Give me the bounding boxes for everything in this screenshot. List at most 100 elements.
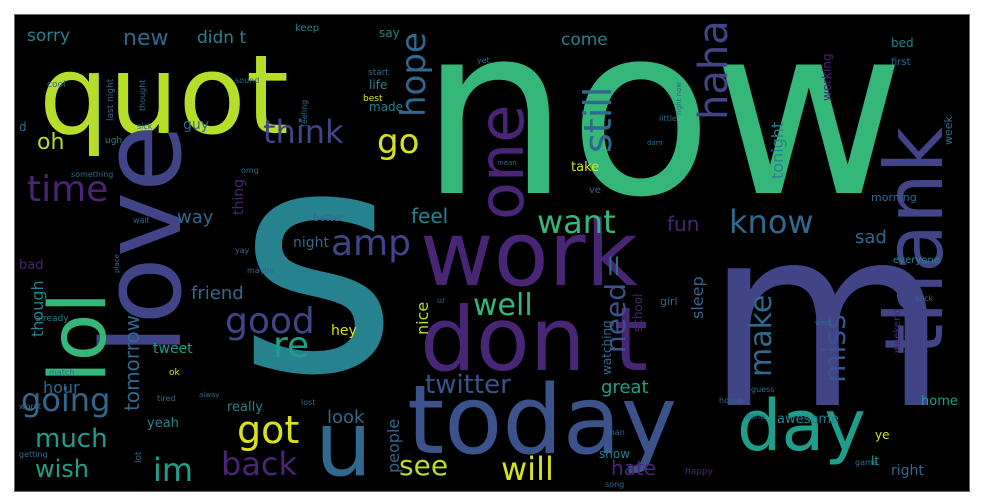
cloud-word-way: way	[177, 207, 214, 228]
cloud-word-tweet: tweet	[153, 341, 193, 357]
cloud-word-take: take	[571, 160, 599, 175]
cloud-word-tonight: tonight	[768, 122, 787, 179]
cloud-word-thought: thought	[138, 80, 147, 111]
cloud-word-haha: haha	[691, 20, 737, 120]
cloud-word-feeling: feeling	[300, 100, 309, 127]
cloud-word-match: match	[49, 368, 74, 377]
cloud-word-think: think	[263, 113, 344, 151]
cloud-word-sad: sad	[855, 227, 887, 248]
cloud-word-song: song	[605, 480, 624, 489]
cloud-word-tomorrow: tomorrow	[120, 315, 144, 411]
cloud-word-look: look	[327, 407, 365, 428]
cloud-word-oh: oh	[37, 130, 64, 155]
cloud-word-done: done	[745, 412, 765, 421]
cloud-word-good: good	[225, 301, 315, 342]
cloud-word-soon: soon	[15, 15, 32, 17]
cloud-word-maybe: maybe	[247, 266, 275, 275]
cloud-word-house: house	[719, 396, 743, 405]
cloud-word-thing: thing	[231, 179, 247, 215]
cloud-word-best: best	[363, 94, 383, 104]
cloud-word-hate: hate	[611, 456, 656, 480]
cloud-word-yeah: yeah	[147, 416, 179, 431]
cloud-word-don-t: don t	[420, 288, 648, 391]
cloud-word-morning: morning	[871, 191, 917, 204]
cloud-word-friend: friend	[191, 283, 244, 304]
cloud-word-really: really	[227, 400, 263, 415]
cloud-word-make: make	[744, 295, 779, 377]
cloud-word-lt: lt	[871, 454, 879, 468]
cloud-word-game: game	[855, 458, 878, 467]
word-cloud-frame: now s m quot love work don t today thank one lol u d…	[14, 14, 970, 492]
cloud-word-im: im	[153, 451, 193, 489]
cloud-word-week: week	[942, 115, 955, 145]
cloud-word-much: much	[35, 424, 108, 454]
cloud-word-ur: ur	[437, 296, 446, 305]
cloud-word-tired: tired	[157, 394, 175, 403]
cloud-word-u: u	[315, 392, 372, 492]
cloud-word-alway: alway	[199, 391, 219, 399]
cloud-word-ugh: ugh	[105, 136, 122, 146]
cloud-word-already: already	[35, 314, 69, 324]
cloud-word-went: went	[815, 319, 832, 327]
cloud-word-didn-t: didn t	[197, 28, 246, 48]
cloud-word-better: better	[313, 213, 344, 224]
cloud-word-home: home	[921, 394, 958, 409]
cloud-word-people: people	[384, 419, 403, 473]
cloud-word-happy: happy	[685, 467, 714, 477]
cloud-word-see: see	[399, 449, 448, 482]
cloud-word-night: night	[293, 235, 330, 251]
cloud-word-fun: fun	[667, 212, 699, 236]
cloud-word-now: now	[420, 15, 905, 249]
cloud-word-show: show	[599, 447, 630, 461]
cloud-word-feel: feel	[411, 204, 448, 228]
cloud-word-d: d	[19, 120, 27, 134]
cloud-word-weekend: weekend	[892, 308, 903, 353]
cloud-word-work: work	[420, 202, 638, 307]
cloud-word-go: go	[377, 122, 419, 162]
cloud-word-quot: quot	[39, 31, 289, 159]
cloud-word-getting: getting	[19, 450, 48, 459]
cloud-word-ve: ve	[589, 185, 601, 196]
cloud-word-little: little	[659, 114, 677, 123]
cloud-word-love: love	[78, 124, 206, 355]
cloud-word-yay: yay	[235, 246, 250, 255]
cloud-word-will: will	[501, 450, 554, 488]
cloud-word-thank: thank	[868, 126, 961, 355]
cloud-word-mean: mean	[497, 159, 517, 167]
cloud-word-keep: keep	[295, 23, 319, 34]
cloud-word-something: something	[71, 170, 113, 179]
cloud-word-bed: bed	[891, 36, 914, 50]
cloud-word-wish: wish	[35, 455, 89, 483]
cloud-word-girl: girl	[660, 295, 678, 308]
cloud-word-m: m	[705, 173, 949, 464]
cloud-word-s: s	[237, 83, 399, 444]
cloud-word-made: made	[369, 100, 403, 114]
cloud-word-lost: lost	[301, 398, 315, 407]
cloud-word-though: though	[28, 280, 47, 337]
cloud-word-today: today	[407, 366, 677, 476]
cloud-word-guess: guess	[751, 385, 774, 394]
word-cloud-background	[15, 15, 969, 491]
cloud-word-back: back	[221, 445, 298, 483]
cloud-word-well: well	[473, 288, 533, 323]
cloud-word-awesome: awesome	[777, 412, 839, 427]
cloud-word-lot: lot	[134, 451, 144, 463]
cloud-word-still: still	[576, 87, 620, 153]
cloud-word-dam: dam	[647, 139, 663, 147]
cloud-word-amp: amp	[331, 223, 411, 264]
cloud-word-ll: ll	[607, 253, 620, 281]
cloud-word-nice: nice	[413, 302, 432, 335]
cloud-word-need: need	[599, 283, 632, 353]
cloud-word-wait: wait	[133, 216, 150, 225]
cloud-word-right: right	[891, 463, 924, 479]
cloud-word-say: say	[379, 26, 400, 40]
cloud-word-omg: omg	[241, 166, 259, 175]
cloud-word-come: come	[561, 30, 608, 50]
cloud-word-yet: yet	[477, 56, 490, 65]
cloud-word-hope: hope	[394, 32, 434, 117]
cloud-word-ok: ok	[169, 368, 181, 378]
cloud-word-lol: lol	[34, 292, 124, 383]
cloud-word-first: first	[891, 57, 911, 68]
cloud-word-cool: cool	[47, 80, 65, 90]
